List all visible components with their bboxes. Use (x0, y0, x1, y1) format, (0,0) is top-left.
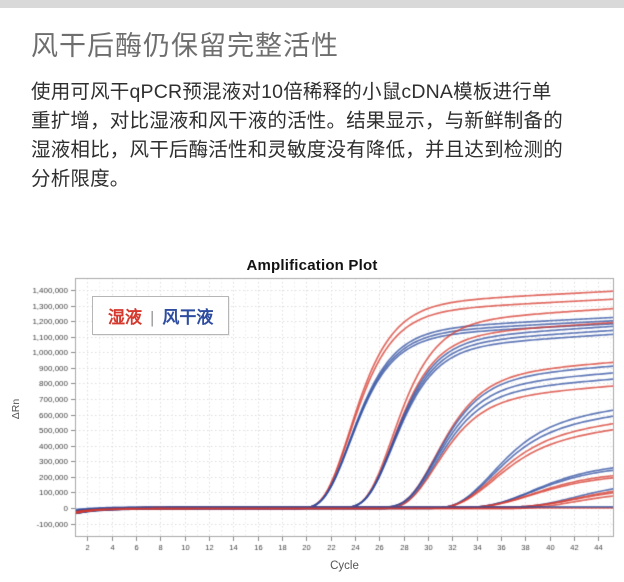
legend-item-airdried: 风干液 (162, 308, 214, 327)
legend-separator: | (150, 308, 155, 327)
amplification-plot-figure: Amplification Plot 湿液 | 风干液 ΔRn Cycle (0, 255, 624, 582)
chart-title: Amplification Plot (246, 257, 378, 274)
legend: 湿液 | 风干液 (92, 296, 230, 335)
y-axis-label: ΔRn (10, 398, 22, 420)
paragraph-line: 使用可风干qPCR预混液对10倍稀释的小鼠cDNA模板进行单 (31, 81, 552, 103)
description-paragraph: 使用可风干qPCR预混液对10倍稀释的小鼠cDNA模板进行单 重扩增，对比湿液和… (31, 78, 606, 194)
paragraph-line: 重扩增，对比湿液和风干液的活性。结果显示，与新鲜制备的 (31, 110, 563, 132)
paragraph-line: 湿液相比，风干后酶活性和灵敏度没有降低，并且达到检测的 (31, 139, 563, 161)
legend-item-wet: 湿液 (108, 308, 142, 327)
paragraph-line: 分析限度。 (31, 168, 130, 190)
page-title: 风干后酶仍保留完整活性 (31, 31, 339, 61)
top-divider-strip (0, 0, 624, 8)
x-axis-label: Cycle (330, 560, 359, 572)
